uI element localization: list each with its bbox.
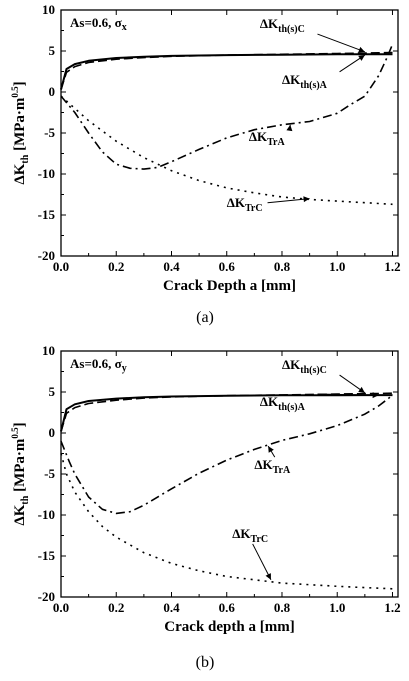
y-tick-label: -15 (38, 548, 56, 563)
series-line-thsc (60, 392, 393, 432)
x-tick-label: 0.4 (163, 600, 180, 615)
x-tick-label: 0.4 (163, 259, 180, 274)
x-tick-label: 1.2 (384, 600, 400, 615)
annotation-arrow-head (358, 55, 365, 61)
series-line-tra (60, 394, 393, 515)
y-tick-label: -5 (44, 125, 55, 140)
annotation-arrow-head (265, 573, 271, 580)
x-tick-label: 0.2 (108, 259, 124, 274)
series-label-thsa: ΔKth(s)A (282, 72, 328, 91)
x-tick-label: 0.6 (219, 259, 236, 274)
annotation-arrow-line (317, 393, 379, 396)
y-tick-label: -10 (38, 166, 55, 181)
x-axis-label: Crack Depth a [mm] (163, 278, 296, 294)
series-label-thsc: ΔKth(s)C (282, 357, 327, 376)
y-axis-label: ΔKth [MPa·m0.5] (10, 422, 31, 525)
x-tick-label: 0.0 (53, 259, 69, 274)
y-tick-label: 5 (49, 43, 56, 58)
y-tick-label: -15 (38, 207, 56, 222)
annotation-arrow-head (286, 124, 293, 132)
chart-panel-a: 0.0 0.2 0.4 0.6 0.8 1.0 1.2 10 5 0 -5 -10 -15 -20 Crac… (10, 2, 401, 294)
series-line-tra (60, 44, 394, 170)
plot-frame (60, 9, 399, 257)
annotation-arrow-line (267, 198, 310, 204)
annotation-arrow-line (317, 33, 366, 53)
series-label-trc: ΔKTrC (232, 526, 268, 545)
x-axis-label: Crack depth a [mm] (164, 619, 294, 635)
y-tick-label: -5 (44, 466, 55, 481)
annotation-arrow-line (252, 543, 272, 581)
x-tick-label: 0.8 (274, 259, 291, 274)
y-tick-label: -10 (38, 507, 55, 522)
annotation-arrow-head (268, 446, 274, 453)
series-label-tra: ΔKTrA (249, 129, 286, 148)
condition-label: As=0.6, σx (70, 15, 127, 33)
y-tick-label: 10 (42, 343, 55, 358)
x-tick-label: 0.2 (108, 600, 124, 615)
y-tick-label: 0 (49, 84, 56, 99)
series-label-thsa: ΔKth(s)A (260, 394, 306, 413)
x-tick-label: 1.0 (329, 259, 345, 274)
series-line-thsa (60, 53, 393, 90)
y-axis-label: ΔKth [MPa·m0.5] (10, 81, 31, 184)
plot-frame (60, 350, 399, 598)
series-line-trc (60, 95, 393, 206)
condition-label: As=0.6, σy (70, 356, 127, 374)
series-line-trc (60, 453, 393, 590)
x-tick-label: 1.2 (384, 259, 400, 274)
y-tick-label: 10 (42, 2, 55, 17)
annotation-arrow-head (358, 46, 365, 53)
x-tick-label: 0.6 (219, 600, 236, 615)
x-tick-label: 0.0 (53, 600, 69, 615)
y-tick-label: -20 (38, 248, 55, 263)
y-tick-label: -20 (38, 589, 55, 604)
figure-caption-a: (a) (196, 309, 214, 326)
annotation-arrow-head (303, 196, 310, 203)
y-tick-label: 5 (49, 384, 56, 399)
y-tick-label: 0 (49, 425, 56, 440)
series-label-thsc: ΔKth(s)C (260, 16, 305, 35)
annotation-arrow-head (372, 392, 379, 399)
series-label-tra: ΔKTrA (254, 457, 291, 476)
series-label-trc: ΔKTrC (227, 195, 263, 214)
annotation-arrow-head (358, 386, 365, 393)
figure-caption-b: (b) (196, 654, 215, 671)
chart-panel-b: 0.0 0.2 0.4 0.6 0.8 1.0 1.2 10 5 0 -5 -10 -15 -20 Crac… (10, 343, 401, 635)
x-tick-label: 0.8 (274, 600, 291, 615)
x-tick-label: 1.0 (329, 600, 345, 615)
